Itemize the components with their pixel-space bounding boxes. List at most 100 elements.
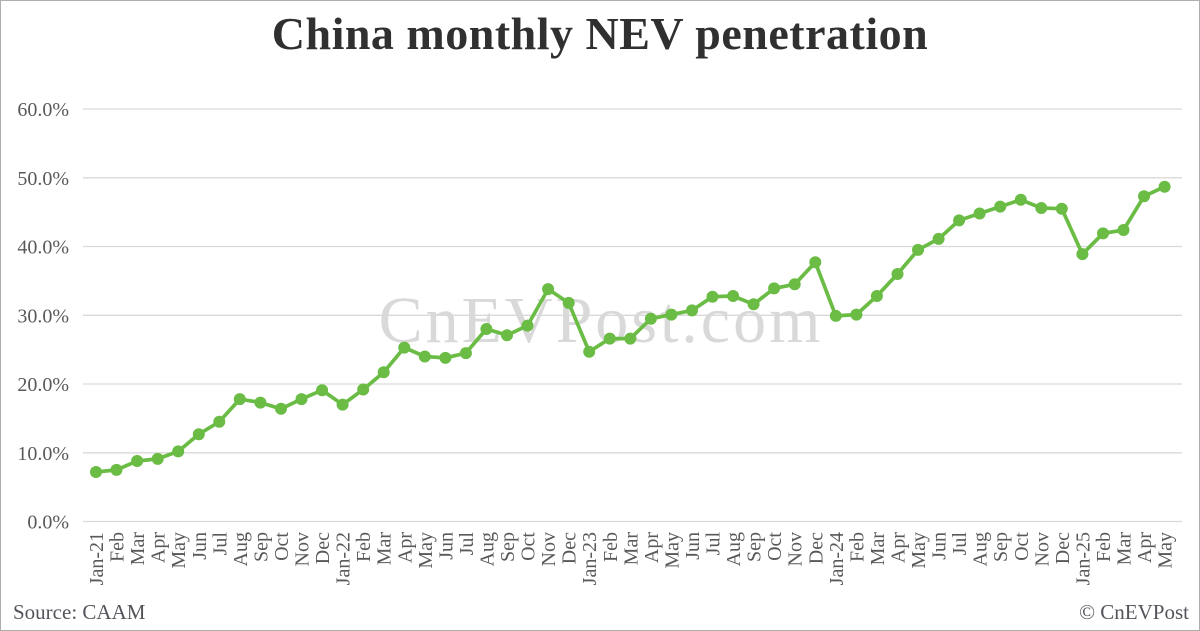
data-point-marker [418,350,431,363]
x-axis-tick-label: Sep [744,532,766,562]
x-axis-tick-label: Dec [559,532,581,564]
x-axis-tick-label: Jun [682,532,704,560]
data-point-marker [480,323,493,335]
data-point-marker [151,452,164,465]
y-axis-tick-label: 50.0% [17,168,69,190]
y-axis-tick-label: 30.0% [17,305,69,327]
data-point-marker [1035,202,1048,214]
x-axis-tick-label: Mar [374,532,396,566]
data-point-marker [233,393,246,406]
data-point-marker [1158,180,1171,193]
x-axis-tick-label: Oct [764,532,786,561]
data-point-marker [1014,193,1027,206]
data-point-marker [912,243,924,256]
data-point-marker [973,207,986,220]
x-axis-tick-label: Feb [107,532,129,562]
data-point-marker [1117,224,1130,236]
data-point-marker [1097,227,1109,240]
x-axis-tick-label: Jan-22 [333,532,355,585]
x-axis-tick-label: May [415,532,437,569]
data-point-marker [192,428,205,441]
x-axis-tick-label: Mar [867,532,889,566]
x-axis-tick-label: May [168,532,190,569]
x-axis-tick-label: Jun [435,532,457,560]
y-axis-tick-label: 40.0% [17,237,69,259]
x-axis-tick-label: Jan-21 [86,532,108,585]
x-axis-tick-label: Jan-24 [826,532,848,585]
x-axis-tick-label: Apr [1134,532,1156,563]
data-point-marker [891,268,904,280]
data-point-marker [459,347,472,360]
source-label: Source: CAAM [13,600,146,624]
data-point-marker [398,341,411,354]
x-axis-tick-label: Oct [1011,532,1033,561]
x-axis-tick-label: Apr [888,532,910,563]
data-point-marker [809,256,822,269]
copyright-label: © CnEVPost [1079,600,1189,624]
data-point-marker [439,351,452,364]
data-point-marker [521,319,534,332]
x-axis-tick-label: Feb [846,532,868,562]
data-point-marker [624,332,637,345]
x-axis-tick-label: Feb [600,532,622,562]
data-point-marker [90,466,102,478]
x-axis-tick-label: May [908,532,930,569]
x-axis-tick-label: Mar [1114,532,1136,566]
x-axis-tick-label: Jul [209,532,231,556]
x-axis-tick-label: Mar [620,532,642,566]
x-axis-tick-label: Jun [929,532,951,560]
y-axis-tick-label: 0.0% [27,512,69,534]
x-axis-tick-label: Dec [312,532,334,564]
data-point-marker [932,232,945,245]
data-point-marker [357,383,370,396]
x-axis-tick-label: Mar [127,532,149,566]
data-point-marker [1055,202,1068,215]
x-axis-tick-label: Oct [518,532,540,561]
data-point-marker [110,463,123,476]
x-axis-tick-label: Sep [497,532,519,562]
page-title: China monthly NEV penetration [271,8,929,59]
y-axis-tick-label: 10.0% [17,443,69,465]
data-point-marker [562,296,575,309]
x-axis-tick-label: Apr [148,532,170,563]
x-axis-tick-label: Dec [805,532,827,564]
data-point-marker [706,290,719,303]
x-axis-tick-label: Aug [230,532,252,566]
y-axis-tick-label: 60.0% [17,99,69,121]
data-point-marker [747,298,760,311]
data-point-marker [665,308,678,321]
x-axis-tick-label: Sep [250,532,272,562]
x-axis-tick-label: May [1155,532,1177,569]
data-point-marker [131,455,144,467]
data-point-marker [254,396,267,409]
data-point-marker [213,415,226,428]
data-point-marker [336,398,349,411]
data-point-marker [829,309,842,322]
y-axis-tick-label: 20.0% [17,374,69,396]
data-point-marker [850,308,863,321]
data-point-marker [686,304,698,317]
data-point-marker [1076,248,1089,261]
data-point-marker [172,445,185,458]
x-axis-tick-label: Aug [970,532,992,566]
data-point-marker [870,290,883,302]
x-axis-tick-label: Feb [1093,532,1115,562]
x-axis-tick-label: Apr [394,532,416,563]
data-point-marker [316,384,329,397]
x-axis-tick-label: May [661,532,683,569]
x-axis-tick-label: Oct [271,532,293,561]
x-axis-tick-label: Feb [353,532,375,562]
x-axis-tick-label: Jul [703,532,725,556]
x-axis-tick-label: Jul [949,532,971,556]
x-axis-tick-label: Apr [641,532,663,563]
x-axis-tick-label: Jan-23 [579,532,601,585]
data-point-marker [644,312,657,325]
data-point-marker [727,290,740,302]
data-point-marker [542,283,555,296]
data-point-marker [953,214,966,227]
x-axis-tick-label: Jan-25 [1072,532,1094,585]
data-point-marker [994,200,1007,213]
x-axis-tick-label: Dec [1052,532,1074,564]
